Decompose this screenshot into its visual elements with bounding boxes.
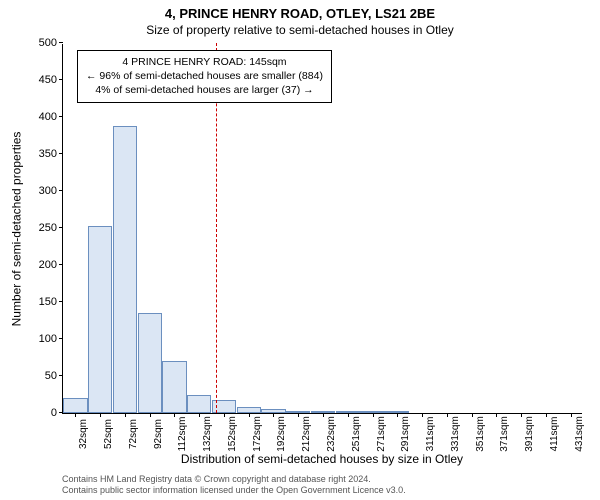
x-tick-label: 192sqm <box>276 416 287 452</box>
x-tick-mark <box>571 413 572 417</box>
x-tick-label: 411sqm <box>549 417 560 452</box>
histogram-bar <box>336 411 360 413</box>
histogram-bar <box>113 126 137 413</box>
x-tick-mark <box>447 413 448 417</box>
x-tick-label: 331sqm <box>450 416 461 452</box>
y-tick-label: 50 <box>27 370 57 382</box>
x-tick-label: 351sqm <box>475 416 486 452</box>
y-tick-mark <box>59 153 63 154</box>
x-tick-mark <box>546 413 547 417</box>
y-tick-label: 350 <box>27 148 57 160</box>
x-tick-mark <box>150 413 151 417</box>
y-tick-mark <box>59 338 63 339</box>
x-tick-mark <box>472 413 473 417</box>
x-tick-label: 251sqm <box>351 416 362 452</box>
histogram-bar <box>187 395 211 414</box>
y-tick-label: 200 <box>27 259 57 271</box>
y-tick-mark <box>59 301 63 302</box>
histogram-bar <box>162 361 186 413</box>
x-tick-label: 271sqm <box>376 416 387 452</box>
y-tick-label: 150 <box>27 296 57 308</box>
x-tick-mark <box>422 413 423 417</box>
y-tick-label: 500 <box>27 37 57 49</box>
x-tick-mark <box>249 413 250 417</box>
x-tick-mark <box>273 413 274 417</box>
x-tick-mark <box>199 413 200 417</box>
x-tick-mark <box>125 413 126 417</box>
x-tick-label: 132sqm <box>202 416 213 452</box>
x-tick-label: 172sqm <box>252 416 263 452</box>
y-tick-label: 400 <box>27 111 57 123</box>
x-tick-mark <box>323 413 324 417</box>
x-tick-label: 431sqm <box>574 416 585 452</box>
chart-subtitle: Size of property relative to semi-detach… <box>0 21 600 39</box>
y-tick-label: 300 <box>27 185 57 197</box>
x-tick-mark <box>397 413 398 417</box>
x-tick-mark <box>521 413 522 417</box>
annotation-line: 4 PRINCE HENRY ROAD: 145sqm <box>86 55 323 69</box>
histogram-bar <box>385 411 409 413</box>
x-tick-mark <box>75 413 76 417</box>
x-tick-label: 52sqm <box>103 419 114 449</box>
histogram-bar <box>360 411 384 413</box>
chart-container: 4, PRINCE HENRY ROAD, OTLEY, LS21 2BE Si… <box>0 0 600 500</box>
y-axis-label: Number of semi-detached properties <box>8 44 24 414</box>
x-tick-mark <box>496 413 497 417</box>
histogram-bar <box>63 398 87 413</box>
x-tick-label: 232sqm <box>326 416 337 452</box>
annotation-line: 4% of semi-detached houses are larger (3… <box>86 83 323 97</box>
y-tick-label: 450 <box>27 74 57 86</box>
y-tick-label: 100 <box>27 333 57 345</box>
y-tick-mark <box>59 227 63 228</box>
x-tick-label: 112sqm <box>177 417 188 452</box>
x-tick-label: 32sqm <box>78 419 89 449</box>
x-tick-mark <box>224 413 225 417</box>
y-tick-mark <box>59 79 63 80</box>
y-tick-mark <box>59 375 63 376</box>
y-tick-mark <box>59 190 63 191</box>
histogram-bar <box>237 407 261 413</box>
x-tick-label: 311sqm <box>425 417 436 452</box>
y-tick-label: 0 <box>27 407 57 419</box>
y-tick-mark <box>59 264 63 265</box>
histogram-bar <box>88 226 112 413</box>
y-tick-mark <box>59 116 63 117</box>
x-tick-mark <box>373 413 374 417</box>
x-tick-label: 92sqm <box>153 419 164 449</box>
plot-area: 05010015020025030035040045050032sqm52sqm… <box>62 44 582 414</box>
x-tick-label: 391sqm <box>524 416 535 452</box>
histogram-bar <box>138 313 162 413</box>
annotation-line: ← 96% of semi-detached houses are smalle… <box>86 69 323 83</box>
x-tick-label: 152sqm <box>227 416 238 452</box>
x-tick-label: 371sqm <box>499 416 510 452</box>
plot-inner: 05010015020025030035040045050032sqm52sqm… <box>62 44 582 414</box>
x-tick-label: 291sqm <box>400 416 411 452</box>
histogram-bar <box>261 409 285 413</box>
attribution-text: Contains HM Land Registry data © Crown c… <box>62 474 406 496</box>
histogram-bar <box>311 411 335 413</box>
y-tick-label: 250 <box>27 222 57 234</box>
x-tick-label: 72sqm <box>128 419 139 449</box>
histogram-bar <box>286 411 310 413</box>
y-tick-mark <box>59 42 63 43</box>
x-tick-label: 212sqm <box>301 416 312 452</box>
x-tick-mark <box>298 413 299 417</box>
chart-title: 4, PRINCE HENRY ROAD, OTLEY, LS21 2BE <box>0 0 600 21</box>
x-tick-mark <box>100 413 101 417</box>
x-axis-label: Distribution of semi-detached houses by … <box>62 452 582 466</box>
annotation-box: 4 PRINCE HENRY ROAD: 145sqm← 96% of semi… <box>77 50 332 103</box>
x-tick-mark <box>348 413 349 417</box>
x-tick-mark <box>174 413 175 417</box>
